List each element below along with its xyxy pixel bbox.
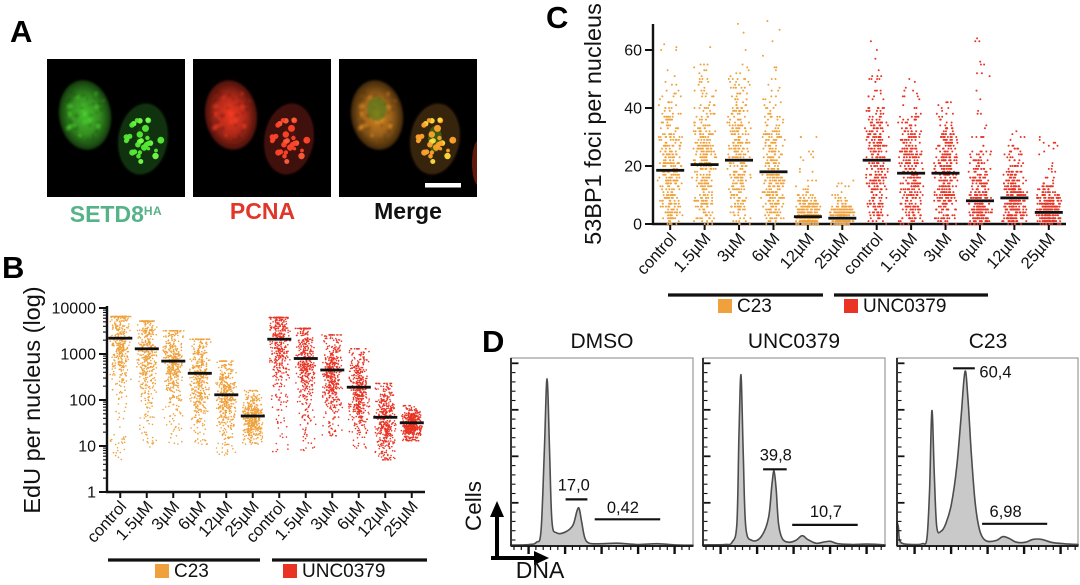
svg-text:1000: 1000 [60, 347, 96, 364]
edu-scatter-chart: 110100100010000control1.5µM3µM6µM12µM25µ… [19, 286, 427, 582]
merge-channel-image [339, 59, 477, 197]
setd8-label: SETD8HA [47, 198, 185, 227]
microscopy-image-setd8 [47, 59, 185, 197]
microscopy-image-merge [339, 59, 477, 197]
setd8-label-text: SETD8 [69, 201, 144, 227]
dmso-title: DMSO [570, 330, 634, 353]
svg-text:3µM: 3µM [307, 498, 342, 534]
merge-label-text: Merge [374, 198, 442, 224]
microscopy-image-pcna [193, 59, 331, 197]
panel-c-letter: C [546, 0, 569, 35]
svg-text:10000: 10000 [52, 301, 97, 318]
panel-d-letter: D [482, 324, 505, 359]
pcna-channel-image [193, 59, 331, 197]
c23-title: C23 [968, 330, 1008, 353]
pcna-label-text: PCNA [229, 198, 296, 224]
setd8-label-superscript: HA [143, 204, 163, 218]
setd8-channel-image [47, 59, 185, 197]
pcna-label: PCNA [193, 198, 332, 226]
panel-b-letter: B [2, 250, 25, 285]
svg-text:100: 100 [69, 393, 96, 410]
unc0379-title: UNC0379 [747, 330, 841, 353]
panel-a-letter: A [10, 14, 33, 49]
merge-label: Merge [339, 198, 477, 226]
svg-text:10: 10 [78, 439, 96, 456]
svg-text:1: 1 [87, 485, 96, 502]
svg-text:3µM: 3µM [148, 498, 183, 534]
